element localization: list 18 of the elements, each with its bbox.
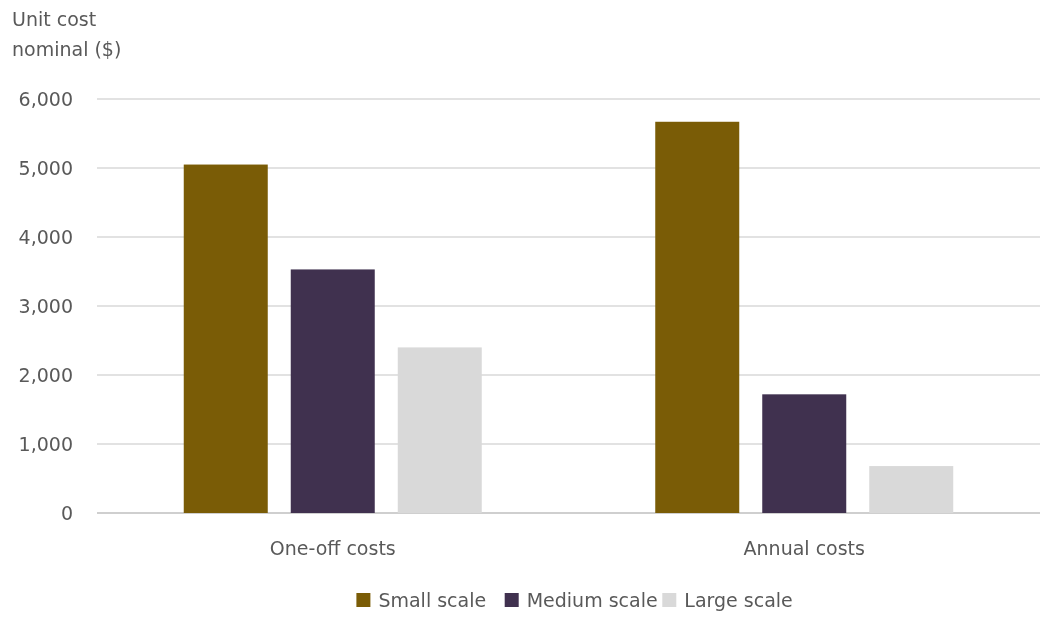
x-tick-label: One-off costs <box>269 537 396 559</box>
y-tick-label: 5,000 <box>18 156 73 179</box>
bar <box>183 164 268 513</box>
bar <box>290 269 375 513</box>
bar <box>655 121 740 513</box>
x-tick-label: Annual costs <box>743 537 865 559</box>
legend-label: Medium scale <box>526 589 658 611</box>
legend-label: Large scale <box>684 589 793 611</box>
bar <box>762 394 847 513</box>
y-tick-label: 3,000 <box>18 294 73 317</box>
y-axis-title: Unit cost nominal ($) <box>12 8 122 60</box>
y-tick-label: 6,000 <box>18 87 73 110</box>
y-tick-label: 2,000 <box>18 363 73 386</box>
bar <box>869 466 954 513</box>
legend-label: Small scale <box>378 589 487 611</box>
y-tick-label: 4,000 <box>18 225 73 248</box>
y-tick-label: 0 <box>60 501 73 524</box>
y-tick-label: 1,000 <box>18 432 73 455</box>
